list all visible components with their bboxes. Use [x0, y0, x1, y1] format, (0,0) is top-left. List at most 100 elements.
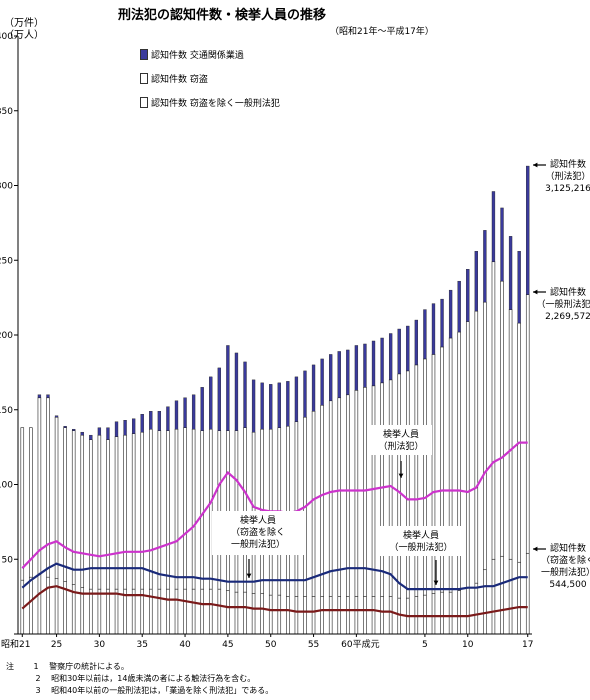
line-arrest-general: [21, 562, 528, 591]
note-mark: 注: [6, 662, 14, 671]
callout-recognized-general-line: （一般刑法犯）: [536, 298, 590, 310]
y-tick-label: 250: [0, 256, 13, 266]
bar-theft: [354, 390, 359, 597]
bar-nontheft: [260, 593, 264, 635]
bar-nontheft: [448, 591, 453, 635]
bar-theft: [371, 385, 376, 597]
x-tick-label: 10: [462, 640, 474, 650]
y-tick-label: 100: [0, 481, 13, 491]
bar-traffic: [63, 425, 67, 428]
bar-nontheft: [303, 596, 307, 635]
bar-traffic: [89, 434, 93, 440]
callout-recognized-total-value: 3,125,216: [545, 184, 590, 194]
note-2-number: 2: [35, 674, 41, 683]
callout-arrest-general-line: （一般刑法犯）: [389, 541, 452, 553]
bar-nontheft: [431, 593, 436, 635]
legend-item-theft: 認知件数 窃盗: [140, 72, 208, 85]
legend-swatch-nontheft: [140, 97, 148, 108]
bar-nontheft: [397, 597, 401, 635]
bar-traffic: [106, 427, 110, 440]
y-tick-label: 350: [0, 107, 13, 117]
bar-nontheft: [183, 588, 187, 635]
x-tick-label: 35: [136, 640, 147, 650]
bar-traffic: [491, 191, 496, 262]
bar-nontheft: [371, 596, 376, 635]
bar-theft: [525, 294, 530, 554]
bar-traffic: [406, 325, 410, 372]
bar-nontheft: [208, 588, 213, 635]
arrow-arrest-general-head: [433, 580, 439, 585]
note-1: 注 1 警察庁の統計による。: [6, 661, 129, 672]
bar-theft: [106, 439, 110, 590]
note-1-text: 警察庁の統計による。: [49, 662, 129, 671]
bar-theft: [508, 309, 513, 560]
callout-arrest-nontheft-line: 一般刑法犯）: [231, 538, 285, 550]
bar-theft: [406, 370, 410, 599]
y-tick-label: 400: [0, 32, 13, 42]
x-tick-label: 25: [51, 640, 62, 650]
bar-nontheft: [191, 588, 196, 635]
y-tick-label: 200: [0, 331, 13, 341]
bar-nontheft: [46, 576, 50, 635]
bar-nontheft: [465, 587, 470, 635]
callout-box-arrest-penal: [370, 425, 432, 455]
bar-theft: [500, 280, 504, 557]
callout-recognized-general-line: 認知件数: [550, 286, 586, 298]
x-tick-label: 50: [265, 640, 277, 650]
bar-nontheft: [89, 588, 93, 635]
arrow-arrest-penal-head: [398, 473, 404, 478]
bar-nontheft: [243, 591, 247, 635]
bar-traffic: [251, 379, 256, 433]
bar-traffic: [97, 427, 102, 436]
bar-traffic: [46, 394, 50, 398]
bar-nontheft: [157, 588, 162, 635]
bar-theft: [200, 430, 204, 590]
bar-nontheft: [517, 561, 521, 635]
bar-nontheft: [508, 558, 513, 635]
bar-nontheft: [226, 590, 230, 635]
callout-arrest-penal-line: （刑法犯）: [378, 440, 423, 452]
bar-nontheft: [474, 582, 479, 635]
callout-box-arrest-nontheft: [212, 511, 304, 555]
bar-theft: [337, 397, 342, 597]
x-tick-label: 5: [422, 640, 428, 650]
bar-nontheft: [294, 596, 299, 635]
bar-nontheft: [380, 596, 384, 635]
bar-nontheft: [525, 552, 530, 635]
callout-arrest-nontheft-line: 検挙人員: [240, 514, 276, 526]
bar-traffic: [337, 351, 341, 398]
bar-traffic: [131, 418, 136, 434]
bar-nontheft: [286, 596, 290, 635]
legend-swatch-theft: [140, 73, 148, 84]
bar-nontheft: [483, 569, 487, 635]
callout-recognized-nontheft-line: 認知件数: [550, 542, 586, 554]
bar-traffic: [294, 376, 299, 422]
callout-recognized-nontheft-line: 一般刑法犯）: [541, 566, 590, 578]
bar-theft: [414, 364, 419, 597]
bar-theft: [157, 430, 162, 590]
bar-theft: [465, 321, 470, 588]
bar-nontheft: [311, 596, 316, 635]
bar-theft: [89, 439, 93, 590]
chart-bars: [20, 165, 530, 635]
bar-theft: [140, 431, 144, 590]
bar-nontheft: [354, 596, 359, 635]
bar-traffic: [114, 421, 119, 437]
bar-traffic: [466, 269, 470, 322]
bar-theft: [311, 410, 316, 597]
bar-nontheft: [346, 596, 350, 635]
bar-traffic: [174, 400, 179, 430]
bar-traffic: [191, 394, 196, 430]
bar-traffic: [500, 207, 504, 282]
bar-traffic: [346, 349, 350, 396]
bar-traffic: [209, 376, 213, 430]
arrow-arrest-nontheft-head: [246, 573, 252, 578]
bar-traffic: [149, 411, 153, 430]
bar-traffic: [363, 343, 367, 388]
callout-box-arrest-general: [380, 526, 464, 556]
bar-traffic: [183, 397, 187, 428]
bar-traffic: [380, 337, 384, 384]
bar-theft: [483, 301, 487, 571]
x-tick-label: 30: [94, 640, 106, 650]
bar-nontheft: [268, 594, 273, 635]
